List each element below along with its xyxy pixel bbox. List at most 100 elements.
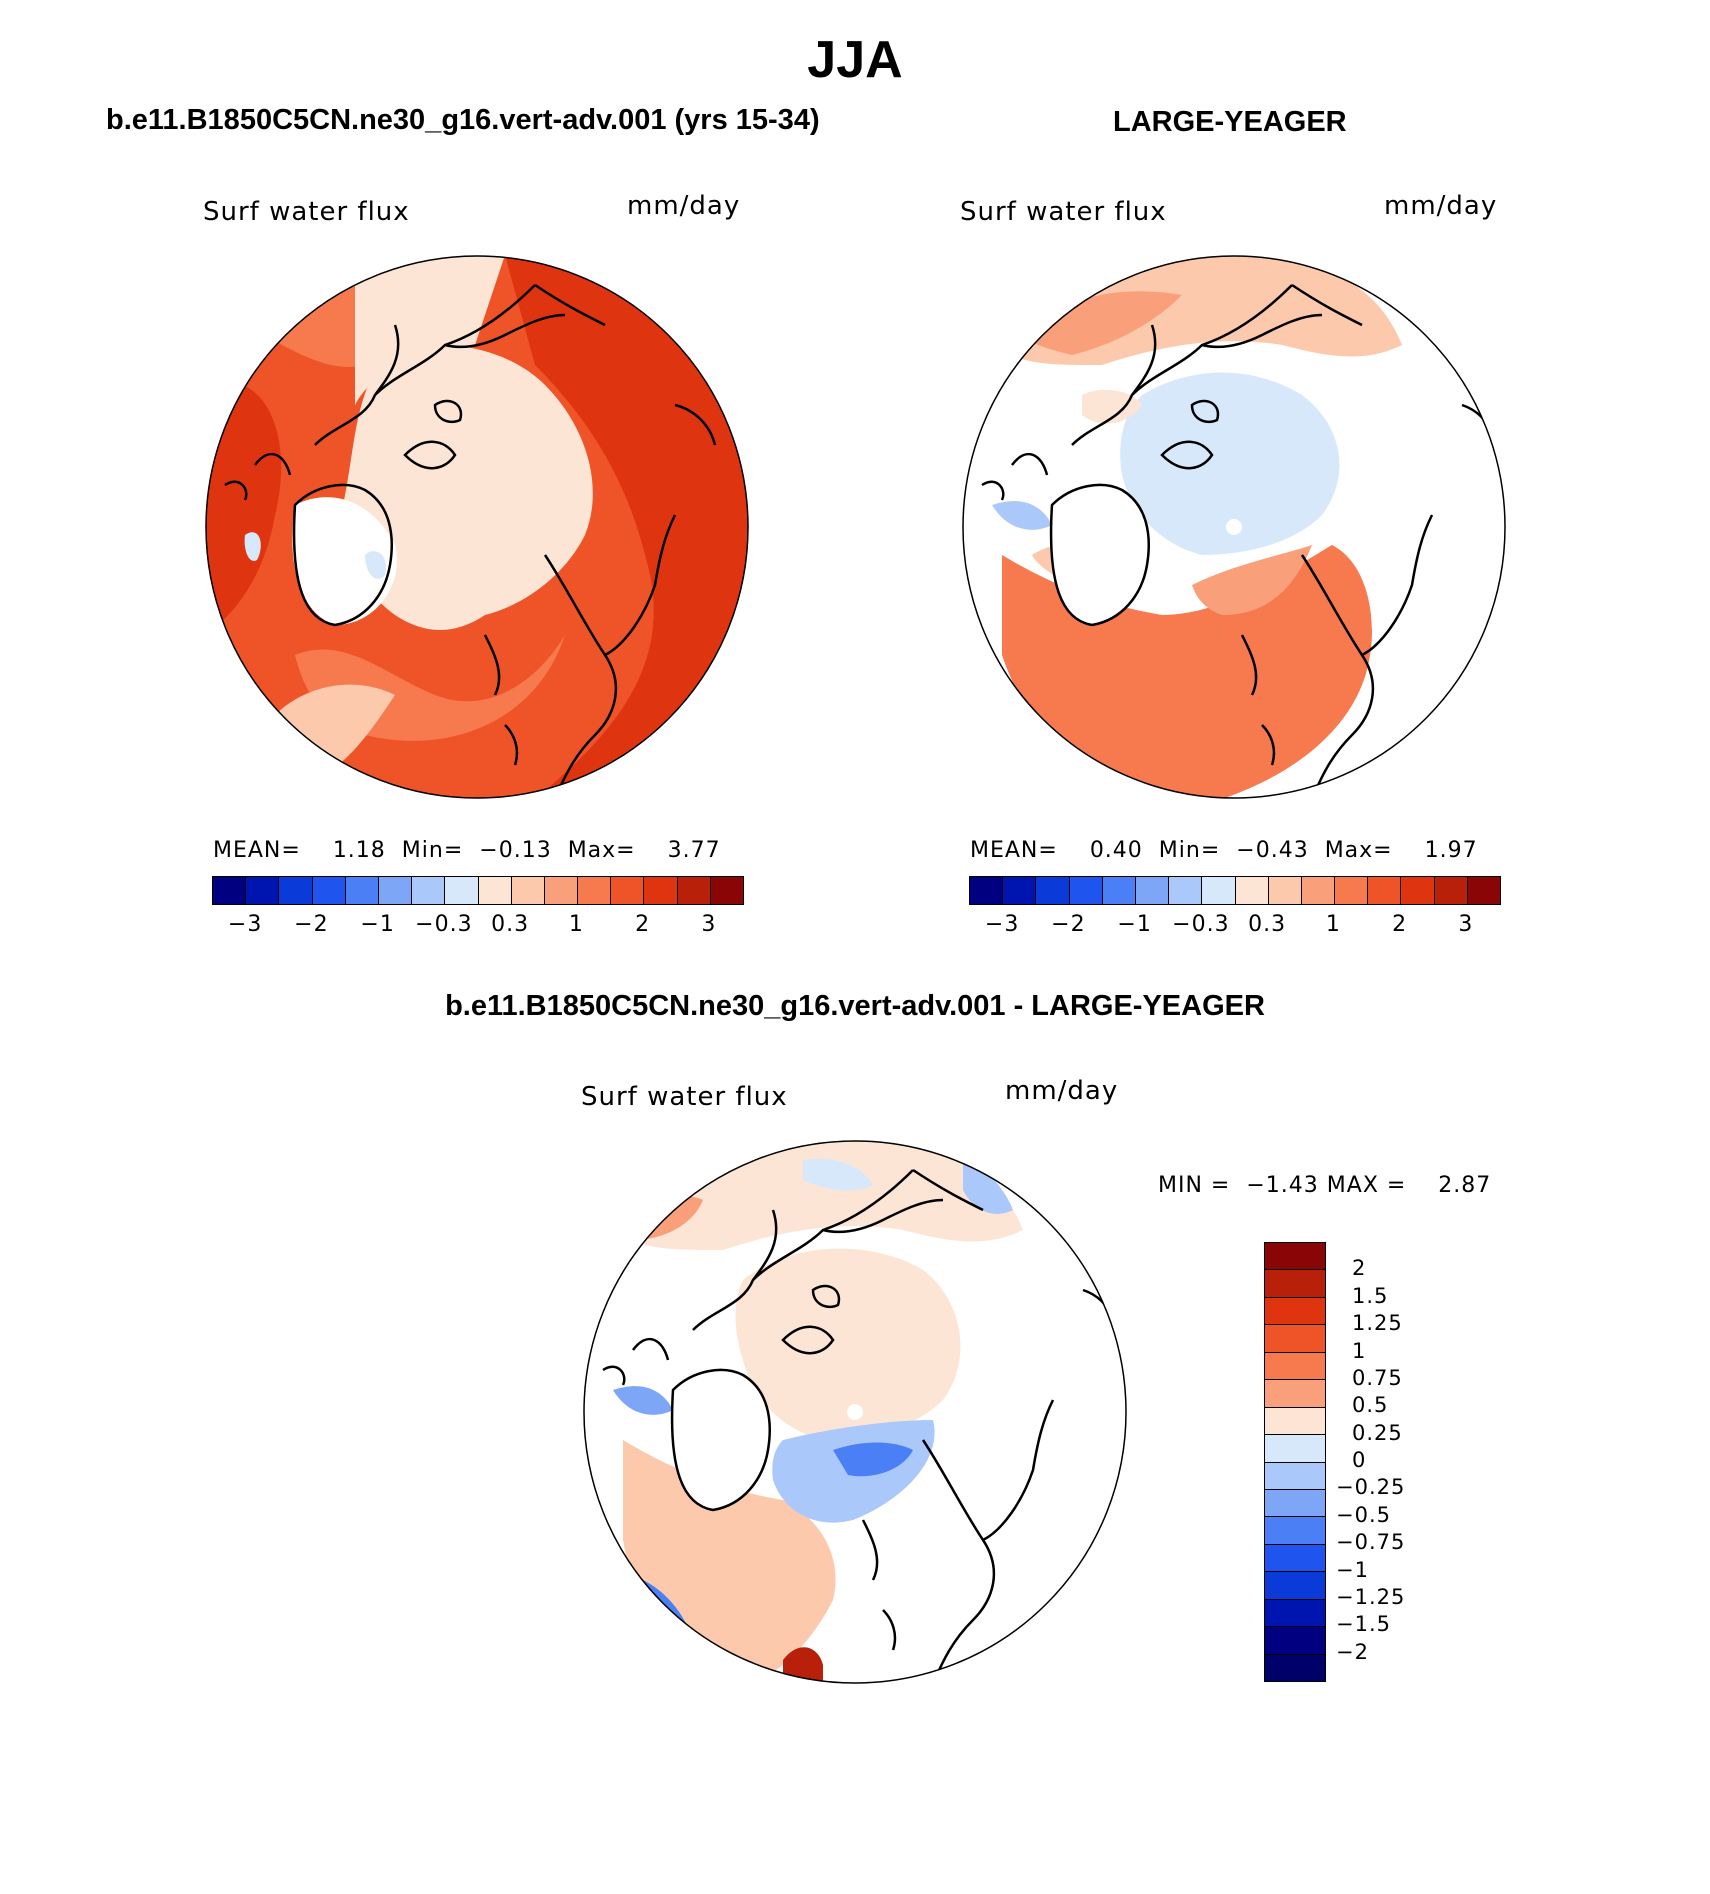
colorbar-tick-label: 1.5 [1352,1283,1389,1308]
colorbar-swatch [1401,877,1435,904]
colorbar-tick-label: −1.5 [1336,1612,1391,1637]
left-mean-label: MEAN= [213,838,301,863]
colorbar-swatch [1135,877,1170,904]
colorbar-swatch [246,877,280,904]
right-coastlines [981,283,1494,798]
left-min-label: Min= [401,838,464,863]
colorbar-swatch [1265,1297,1325,1326]
colorbar-swatch [1265,1380,1325,1408]
colorbar-swatch [1265,1407,1325,1436]
right-panel-title: LARGE-YEAGER [1113,106,1347,138]
colorbar-swatch [478,877,512,904]
colorbar-tick-label: 0.3 [491,912,530,937]
colorbar-swatch [1265,1352,1325,1381]
colorbar-tick-label: 1.25 [1352,1311,1403,1336]
colorbar-tick-label: 3 [1458,912,1474,937]
colorbar-tick-label: −0.25 [1336,1475,1406,1500]
right-units-label: mm/day [1384,191,1498,221]
right-stats: MEAN= 0.40 Min= −0.43 Max= 1.97 [970,838,1478,863]
colorbar-tick-label: 0.3 [1248,912,1287,937]
colorbar-swatch [710,877,743,904]
right-max-value: 1.97 [1424,838,1478,863]
diff-min-value: −1.43 [1246,1173,1319,1198]
diff-field-siberia-neg [803,1158,873,1191]
colorbar-tick-label: 1 [568,912,584,937]
left-field-west-high [206,381,282,635]
right-field-arctic-neg [1120,372,1340,555]
colorbar-swatch [1003,877,1037,904]
colorbar-swatch [1265,1462,1325,1490]
diff-baffin-neg [613,1386,673,1415]
colorbar-tick-label: −2 [294,912,329,937]
colorbar-swatch [544,877,579,904]
left-baffin-blue [244,532,261,561]
colorbar-swatch [511,877,545,904]
right-mean-value: 0.40 [1089,838,1143,863]
colorbar-tick-label: 1 [1352,1338,1367,1363]
colorbar-swatch [279,877,313,904]
left-max-label: Max= [567,838,636,863]
colorbar-swatch [1268,877,1302,904]
right-mean-label: MEAN= [970,838,1058,863]
left-field-east-high [505,256,748,798]
colorbar-swatch [1265,1627,1325,1655]
colorbar-tick-label: −0.3 [415,912,473,937]
colorbar-swatch [1265,1654,1325,1681]
right-min-value: −0.43 [1236,838,1309,863]
colorbar-swatch [1434,877,1468,904]
colorbar-swatch [1265,1599,1325,1628]
diff-panel-title: b.e11.B1850C5CN.ne30_g16.vert-adv.001 - … [445,990,1265,1022]
colorbar-swatch [445,877,479,904]
left-variable-label: Surf water flux [203,197,410,227]
colorbar-tick-label: 2 [1392,912,1408,937]
colorbar-tick-label: −1.25 [1336,1584,1406,1609]
colorbar-tick-label: 3 [701,912,717,937]
colorbar-swatch [345,877,379,904]
colorbar-swatch [378,877,413,904]
left-coastlines [224,283,717,798]
left-colorbar [212,876,744,905]
right-pole-hole [1226,519,1242,535]
right-variable-label: Surf water flux [960,197,1167,227]
left-polar-map [205,255,749,799]
colorbar-tick-label: −2 [1051,912,1086,937]
colorbar-swatch [1265,1517,1325,1545]
diff-units-label: mm/day [1005,1076,1119,1106]
colorbar-swatch [644,877,678,904]
colorbar-tick-label: 0.25 [1352,1420,1403,1445]
colorbar-tick-label: −1 [360,912,395,937]
diff-coastlines [602,1168,1115,1683]
diff-colorbar [1264,1242,1326,1682]
colorbar-swatch [1036,877,1070,904]
colorbar-tick-label: −3 [227,912,263,937]
left-stats: MEAN= 1.18 Min= −0.13 Max= 3.77 [213,838,721,863]
colorbar-swatch [1265,1572,1325,1600]
colorbar-swatch [1265,1270,1325,1298]
right-field-norwegian [1192,545,1312,615]
colorbar-tick-label: −1 [1336,1557,1369,1582]
colorbar-swatch [1102,877,1136,904]
colorbar-tick-label: −0.5 [1336,1502,1391,1527]
colorbar-tick-label: 0.5 [1352,1393,1389,1418]
colorbar-tick-label: −2 [1336,1639,1369,1664]
left-mean-value: 1.18 [332,838,386,863]
figure-title: JJA [807,31,903,89]
colorbar-swatch [1069,877,1103,904]
right-greenland [1051,485,1149,625]
left-min-value: −0.13 [479,838,552,863]
right-baffin-blue [992,501,1052,530]
diff-stats: MIN = −1.43 MAX = 2.87 [1158,1173,1491,1198]
colorbar-tick-label: −3 [984,912,1020,937]
colorbar-tick-label: −0.75 [1336,1530,1406,1555]
colorbar-swatch [1202,877,1236,904]
colorbar-swatch [312,877,346,904]
colorbar-tick-label: 0.75 [1352,1365,1403,1390]
right-min-label: Min= [1158,838,1221,863]
colorbar-swatch [970,877,1004,904]
right-field-canada-light [1082,389,1142,424]
left-greenland [292,497,397,625]
colorbar-tick-label: 0 [1352,1448,1367,1472]
diff-pole-hole [847,1404,863,1420]
colorbar-swatch [611,877,645,904]
colorbar-swatch [1301,877,1336,904]
